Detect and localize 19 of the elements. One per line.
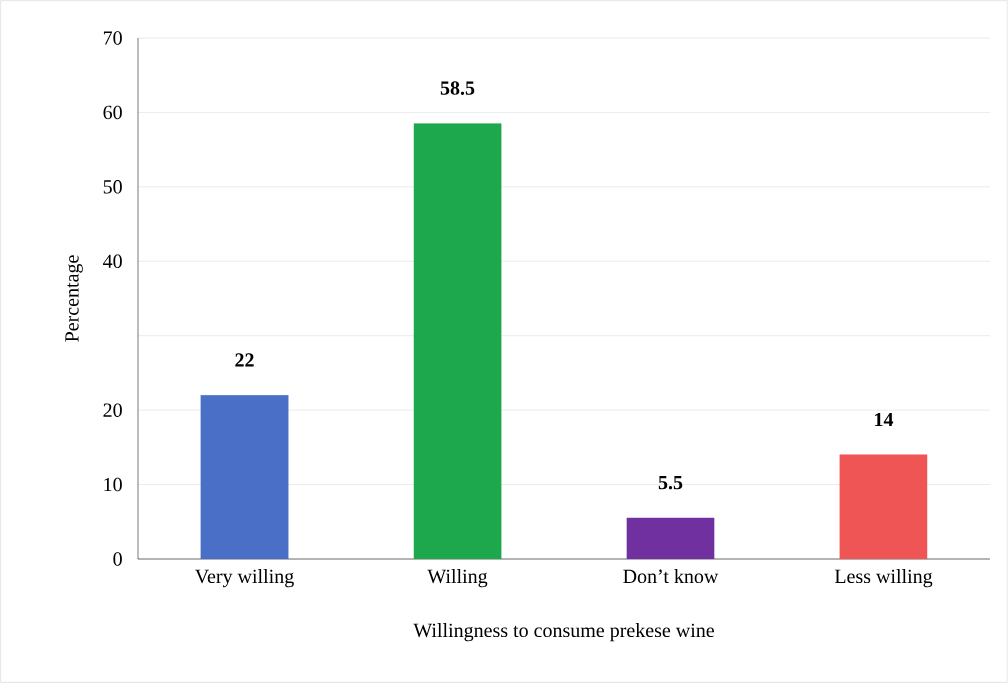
y-tick-label: 50 [103,180,122,194]
x-tick-label: Don’t know [623,569,719,584]
bar [413,123,502,559]
x-tick-label: Very willing [195,569,294,588]
data-label: 5.5 [658,475,683,490]
y-tick-label: 20 [103,403,122,417]
y-tick-label: 60 [103,105,122,120]
data-label: 14 [875,412,894,427]
x-tick-label: Willing [427,569,488,588]
y-tick-label: 40 [103,254,122,269]
y-tick-label: 0 [113,552,122,566]
data-label: 22 [235,353,254,367]
y-tick-label: 70 [103,31,122,45]
x-tick-label: Less willing [834,569,933,588]
x-axis-title: Willingness to consume prekese wine [413,623,714,642]
y-axis-title: Percentage [65,255,83,342]
data-label: 58.5 [440,81,475,95]
y-tick-label: 10 [104,477,122,492]
bar [839,454,928,559]
